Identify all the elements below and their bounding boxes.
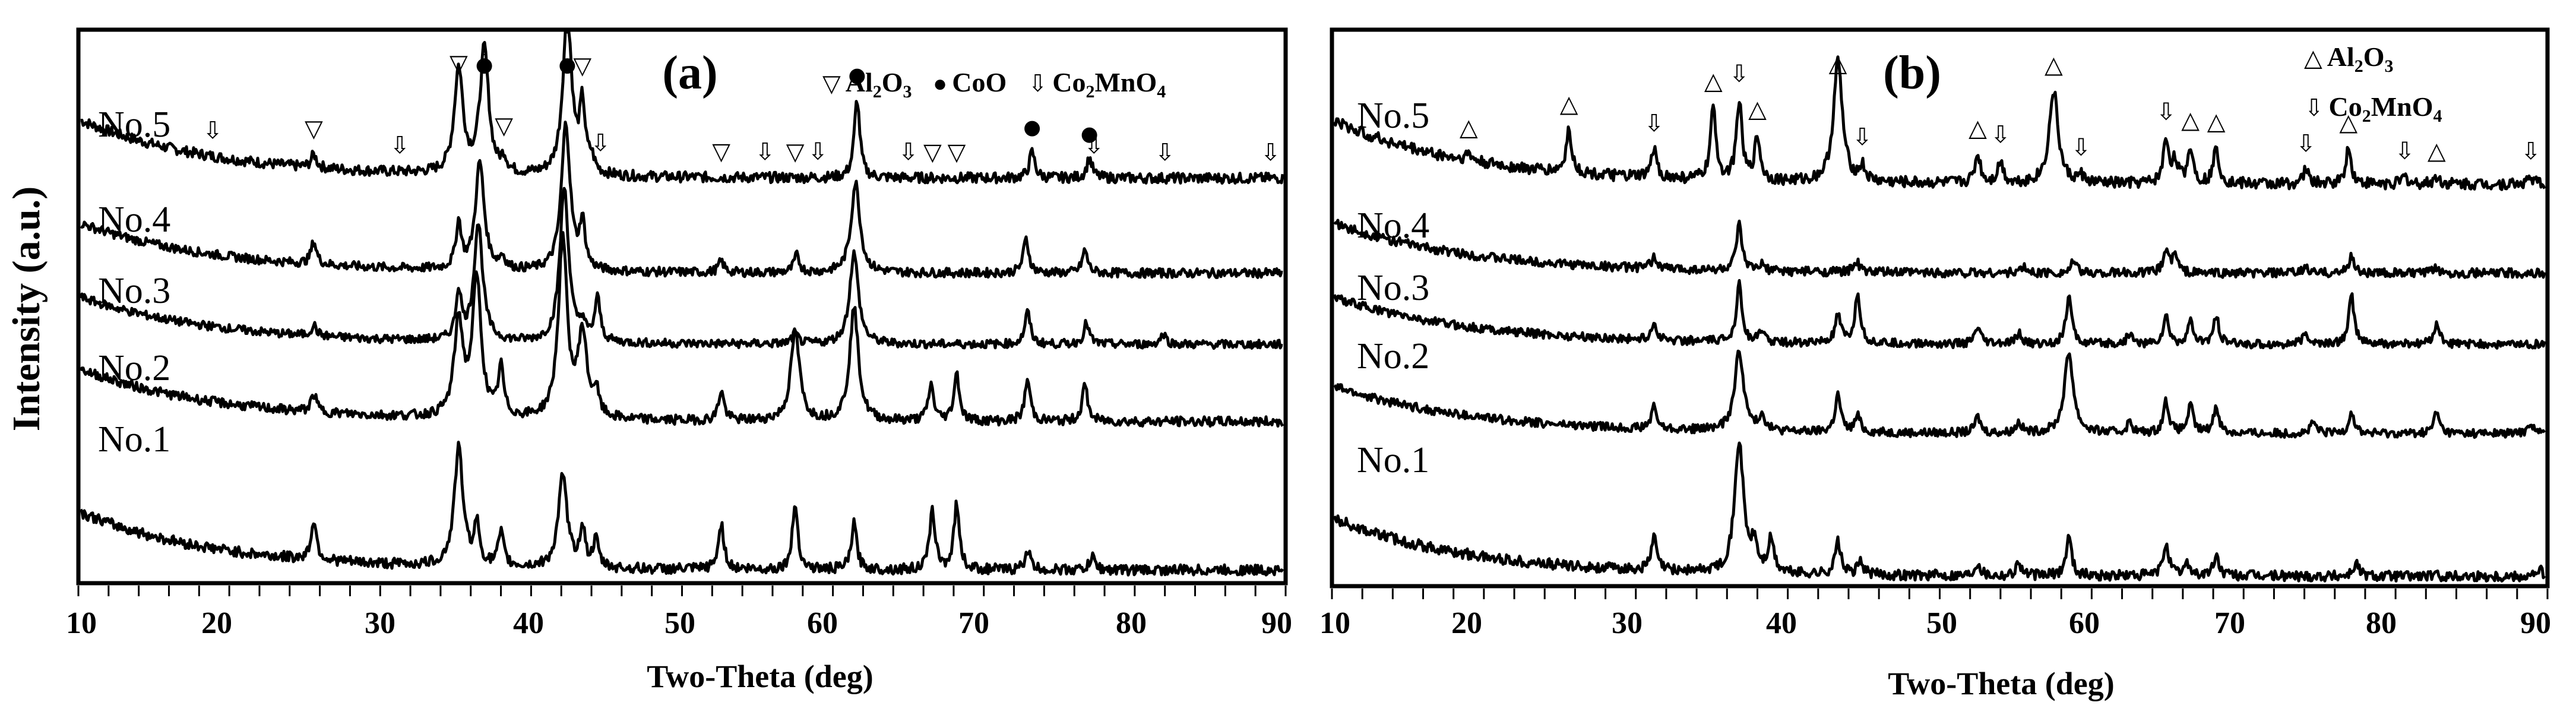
- co2mno4-marker-icon: ⇩: [1644, 110, 1664, 137]
- al2o3-marker-icon: △: [2339, 109, 2357, 137]
- x-tick-label: 40: [1766, 606, 1797, 640]
- xrd-trace-no3: [1333, 279, 2546, 350]
- xrd-trace-no2: [1333, 349, 2546, 439]
- coo-marker-icon: ●: [559, 53, 577, 77]
- al2o3-marker-icon: △: [1460, 114, 1478, 141]
- panel-b-sample-label: No.5: [1357, 96, 1430, 136]
- al2o3-marker-icon: △: [1829, 50, 1847, 77]
- al2o3-marker-icon: △: [1560, 91, 1578, 118]
- plot-frame: [1330, 27, 2550, 589]
- xrd-trace-no5: [80, 30, 1284, 185]
- co2mno4-marker-icon: ⇩: [1990, 121, 2011, 148]
- al2o3-marker-icon: ▽: [712, 138, 730, 165]
- x-tick-label: 90: [2520, 606, 2551, 640]
- al2o3-marker-icon: △: [1704, 68, 1723, 95]
- xrd-trace-no2: [79, 231, 1284, 428]
- panel-b-legend: △ Al2O3 ⇩ Co2MnO4: [2304, 37, 2442, 137]
- down-triangle-icon: ▽: [822, 70, 841, 97]
- co2mno4-marker-icon: ⇩: [1084, 132, 1105, 159]
- x-tick-label: 50: [1926, 606, 1957, 640]
- co2mno4-marker-icon: ⇩: [2296, 130, 2316, 157]
- panel-a-tag: (a): [662, 47, 718, 99]
- panel-b-sample-label: No.1: [1357, 440, 1430, 480]
- xrd-trace-no4: [80, 121, 1283, 279]
- legend-co2mno4: ⇩ Co2MnO4: [2304, 91, 2442, 126]
- legend-al2o3: △ Al2O3: [2304, 42, 2394, 77]
- al2o3-marker-icon: △: [2207, 108, 2226, 135]
- co2mno4-marker-icon: ⇩: [390, 132, 410, 159]
- x-tick-label: 10: [66, 606, 97, 640]
- coo-marker-icon: ●: [848, 63, 866, 87]
- x-tick-label: 90: [1261, 606, 1292, 640]
- xrd-trace-no4: [1333, 219, 2546, 279]
- x-tick-label: 60: [2069, 606, 2100, 640]
- down-arrow-icon: ⇩: [1027, 70, 1048, 97]
- x-tick-label: 50: [664, 606, 695, 640]
- panel-a-legend: ▽ Al2O3 ● CoO ⇩ Co2MnO4: [822, 67, 1180, 102]
- xrd-trace-no5: [1333, 55, 2546, 191]
- x-axis-label: Two-Theta (deg): [1888, 666, 2115, 701]
- panel-b-tag: (b): [1883, 47, 1941, 99]
- xrd-trace-no1: [79, 441, 1284, 577]
- co2mno4-marker-icon: ⇩: [1261, 139, 1281, 166]
- co2mno4-marker-icon: ⇩: [2521, 138, 2541, 165]
- xrd-trace-no1: [1333, 441, 2546, 583]
- x-tick-label: 10: [1319, 606, 1350, 640]
- co2mno4-marker-icon: ⇩: [898, 138, 919, 166]
- down-arrow-icon: ⇩: [2304, 94, 2324, 122]
- x-tick-label: 20: [201, 606, 232, 640]
- x-tick-label: 30: [1612, 606, 1643, 640]
- panel-b-sample-label: No.3: [1357, 268, 1430, 308]
- panel-b-sample-label: No.2: [1357, 336, 1430, 377]
- x-tick-label: 80: [1116, 606, 1147, 640]
- plot-frame: [76, 27, 1288, 586]
- al2o3-marker-icon: △: [2428, 138, 2446, 165]
- legend-co2mno4: ⇩ Co2MnO4: [1027, 67, 1166, 102]
- co2mno4-marker-icon: ⇩: [591, 129, 611, 157]
- al2o3-marker-icon: ▽: [495, 112, 513, 140]
- al2o3-marker-icon: ▽: [573, 52, 591, 80]
- al2o3-marker-icon: ▽: [305, 115, 323, 143]
- co2mno4-marker-icon: ⇩: [2395, 137, 2415, 164]
- x-tick-label: 20: [1451, 606, 1482, 640]
- al2o3-marker-icon: △: [1748, 96, 1767, 123]
- xrd-trace-no3: [79, 186, 1283, 350]
- co2mno4-marker-icon: ⇩: [2071, 134, 2091, 161]
- x-tick-label: 60: [807, 606, 838, 640]
- al2o3-marker-icon: △: [2045, 52, 2063, 79]
- al2o3-marker-icon: ▽: [948, 138, 966, 166]
- legend-coo: ● CoO: [933, 67, 1007, 97]
- legend-al2o3: ▽ Al2O3: [822, 67, 912, 102]
- co2mno4-marker-icon: ⇩: [202, 117, 223, 144]
- al2o3-marker-icon: ▽: [923, 138, 942, 166]
- co2mno4-marker-icon: ⇩: [1729, 60, 1749, 87]
- x-tick-label: 70: [2214, 606, 2245, 640]
- co2mno4-marker-icon: ⇩: [1155, 139, 1175, 166]
- co2mno4-marker-icon: ⇩: [808, 138, 828, 165]
- co2mno4-marker-icon: ⇩: [1852, 124, 1872, 151]
- co2mno4-marker-icon: ⇩: [755, 138, 776, 166]
- co2mno4-marker-icon: ⇩: [2156, 99, 2176, 126]
- al2o3-marker-icon: △: [2181, 106, 2200, 134]
- co2mno4-marker-icon: ⇩: [474, 50, 495, 77]
- panel-a-sample-label: No.1: [98, 419, 171, 460]
- coo-marker-icon: ●: [1081, 122, 1099, 146]
- coo-marker-icon: ●: [1023, 116, 1041, 140]
- coo-marker-icon: ●: [476, 53, 493, 77]
- up-triangle-icon: △: [2304, 45, 2322, 71]
- x-tick-label: 40: [513, 606, 544, 640]
- al2o3-marker-icon: ▽: [786, 138, 805, 166]
- al2o3-marker-icon: ▽: [450, 50, 468, 77]
- x-tick-label: 30: [365, 606, 395, 640]
- x-tick-label: 80: [2366, 606, 2397, 640]
- al2o3-marker-icon: △: [1969, 115, 1987, 142]
- x-tick-label: 70: [958, 606, 989, 640]
- x-axis-label: Two-Theta (deg): [647, 659, 874, 694]
- filled-circle-icon: ●: [933, 70, 948, 97]
